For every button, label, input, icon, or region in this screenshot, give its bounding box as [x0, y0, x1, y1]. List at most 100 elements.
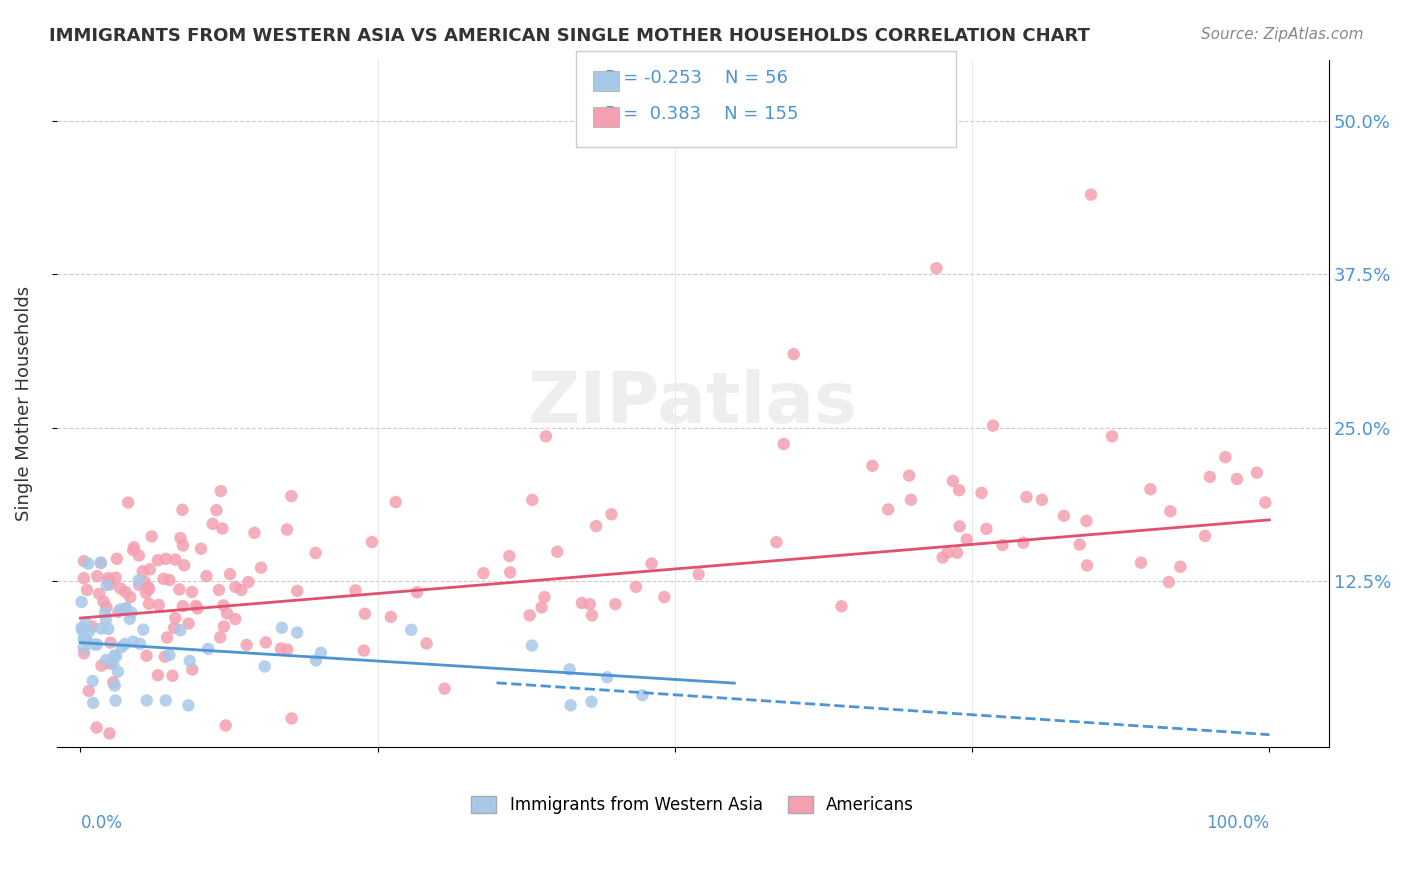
Point — [530, 600, 553, 615]
Point — [169, 624, 191, 638]
Point — [163, 621, 186, 635]
Point — [243, 525, 266, 540]
Point — [522, 492, 544, 507]
Point — [305, 546, 328, 560]
Point — [1015, 490, 1038, 504]
Point — [596, 670, 619, 684]
Point — [605, 597, 627, 611]
Point — [520, 639, 543, 653]
Point — [772, 437, 794, 451]
Point — [1080, 187, 1102, 202]
Point — [165, 611, 187, 625]
Point — [77, 557, 100, 571]
Point — [946, 546, 969, 560]
Point — [118, 612, 141, 626]
Point — [165, 552, 187, 566]
Point — [270, 641, 292, 656]
Point — [77, 684, 100, 698]
Point — [276, 642, 298, 657]
Point — [212, 599, 235, 613]
Point — [433, 681, 456, 696]
Point — [624, 580, 647, 594]
Point — [162, 669, 184, 683]
Point — [70, 621, 93, 635]
Point — [86, 721, 108, 735]
Point — [115, 601, 138, 615]
Point — [172, 503, 194, 517]
Point — [558, 662, 581, 676]
Point — [103, 648, 125, 663]
Point — [519, 608, 541, 623]
Point — [380, 610, 402, 624]
Point — [169, 582, 191, 597]
Point — [90, 556, 112, 570]
Point — [948, 483, 970, 498]
Point — [581, 695, 603, 709]
Point — [1215, 450, 1237, 464]
Point — [253, 659, 276, 673]
Point — [931, 550, 953, 565]
Point — [1254, 495, 1277, 509]
Point — [94, 613, 117, 627]
Point — [1246, 466, 1268, 480]
Point — [195, 569, 218, 583]
Point — [73, 632, 96, 646]
Point — [75, 615, 97, 630]
Point — [1159, 504, 1181, 518]
Point — [103, 675, 125, 690]
Point — [190, 541, 212, 556]
Point — [280, 489, 302, 503]
Point — [925, 261, 948, 276]
Point — [128, 578, 150, 592]
Point — [276, 523, 298, 537]
Point — [98, 657, 121, 671]
Point — [830, 599, 852, 614]
Point — [146, 668, 169, 682]
Point — [105, 551, 128, 566]
Point — [898, 468, 921, 483]
Point — [205, 503, 228, 517]
Point — [155, 552, 177, 566]
Point — [1157, 575, 1180, 590]
Point — [169, 531, 191, 545]
Point — [354, 607, 377, 621]
Point — [1199, 470, 1222, 484]
Point — [212, 619, 235, 633]
Point — [94, 653, 117, 667]
Point — [181, 663, 204, 677]
Point — [107, 605, 129, 619]
Point — [238, 574, 260, 589]
Point — [135, 648, 157, 663]
Point — [114, 637, 136, 651]
Point — [186, 601, 208, 615]
Point — [401, 623, 423, 637]
Point — [114, 602, 136, 616]
Point — [111, 640, 134, 654]
Point — [640, 557, 662, 571]
Point — [128, 549, 150, 563]
Point — [98, 726, 121, 740]
Point — [578, 597, 600, 611]
Point — [209, 484, 232, 499]
Point — [73, 632, 96, 646]
Point — [179, 654, 201, 668]
Point — [499, 566, 522, 580]
Point — [498, 549, 520, 563]
Point — [79, 624, 101, 638]
Point — [1031, 492, 1053, 507]
Point — [208, 582, 231, 597]
Point — [1130, 556, 1153, 570]
Point — [472, 566, 495, 581]
Point — [991, 538, 1014, 552]
Point — [406, 585, 429, 599]
Point — [956, 533, 979, 547]
Point — [1194, 529, 1216, 543]
Point — [631, 688, 654, 702]
Point — [90, 622, 112, 636]
Point — [862, 458, 884, 473]
Point — [152, 572, 174, 586]
Point — [73, 554, 96, 568]
Text: 100.0%: 100.0% — [1206, 814, 1270, 832]
Point — [97, 622, 120, 636]
Point — [585, 519, 607, 533]
